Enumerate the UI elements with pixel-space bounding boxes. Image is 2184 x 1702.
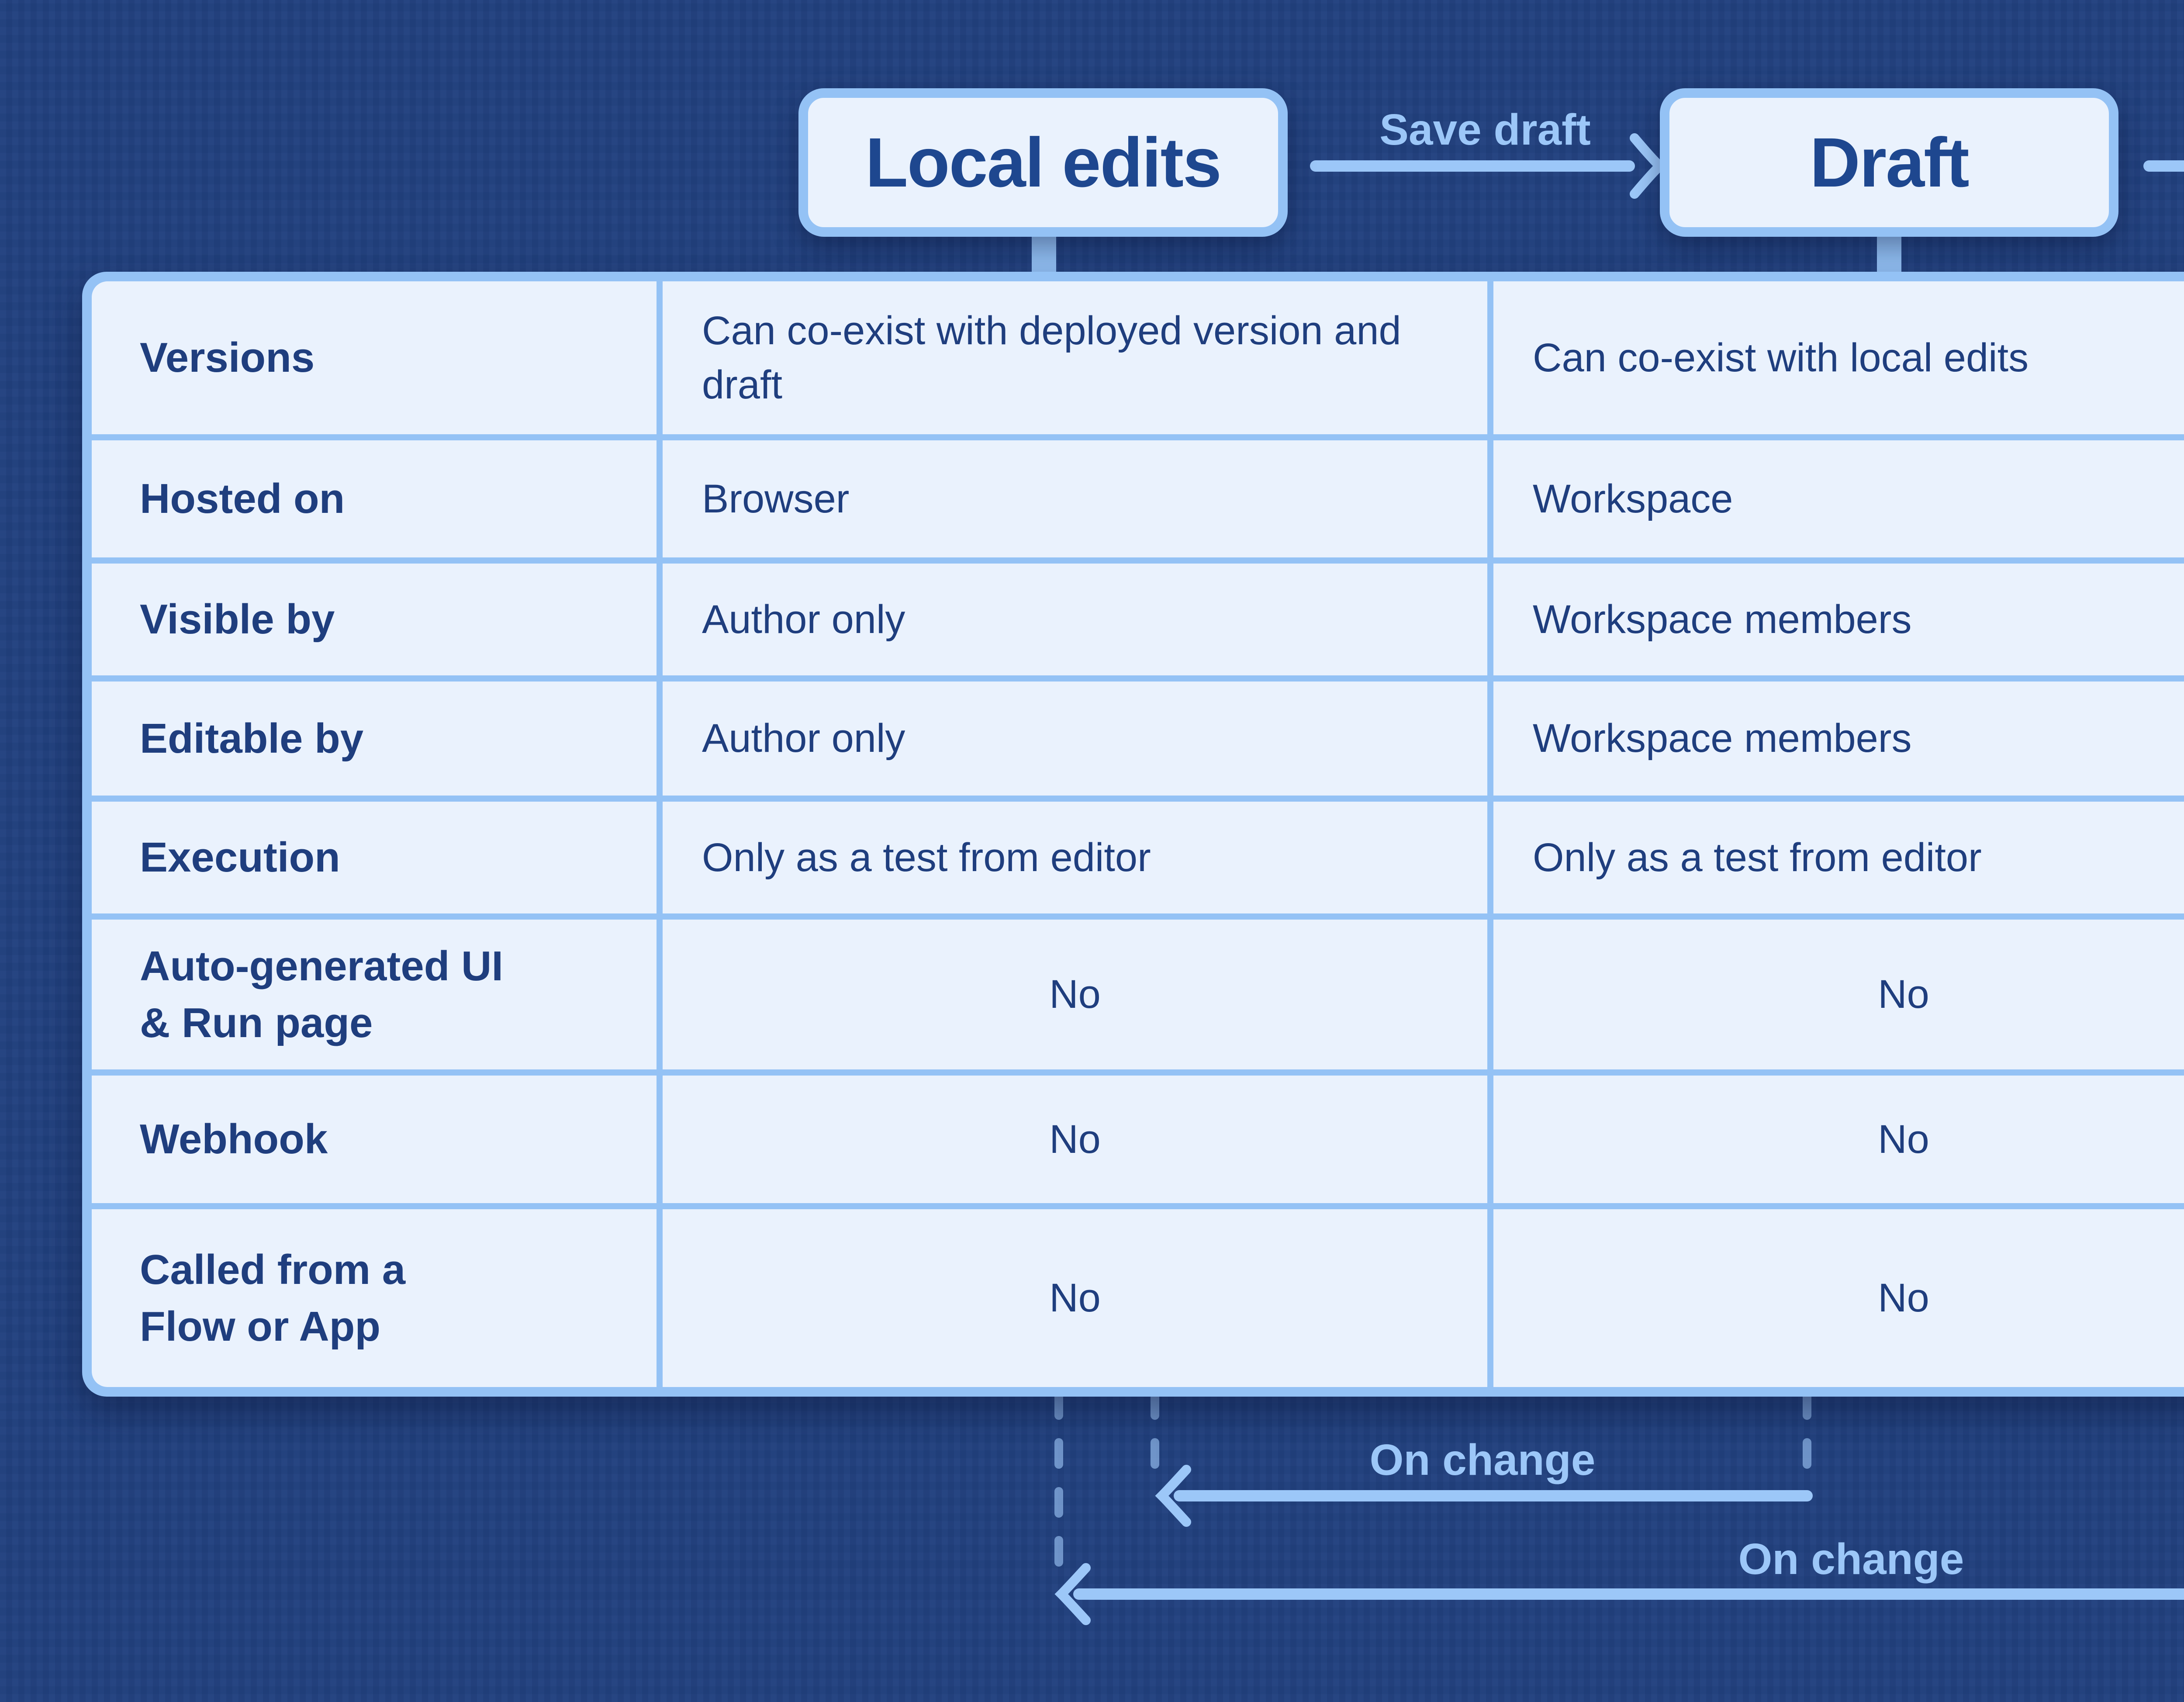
row-label: Auto-generated UI & Run page — [92, 920, 657, 1069]
on-change-label-draft: On change — [1369, 1436, 1596, 1484]
row-label: Execution — [92, 802, 657, 913]
row-label: Hosted on — [92, 440, 657, 557]
table-cell: Author only — [663, 564, 1487, 675]
table-cell: No — [1493, 1209, 2184, 1387]
table-cell: Only as a test from editor — [1493, 802, 2184, 913]
table-cell: No — [663, 1076, 1487, 1203]
stage-draft: Draft — [1660, 88, 2118, 237]
table-cell: Browser — [663, 440, 1487, 557]
row-label: Visible by — [92, 564, 657, 675]
table-cell: No — [663, 1209, 1487, 1387]
table-cell: Workspace — [1493, 440, 2184, 557]
table-cell: Workspace members — [1493, 681, 2184, 796]
deploy-arrow — [2143, 160, 2184, 172]
table-cell: No — [1493, 920, 2184, 1069]
dashed-drop-lines — [1054, 1389, 1811, 1590]
row-label: Called from a Flow or App — [92, 1209, 657, 1387]
table-cell: Author only — [663, 681, 1487, 796]
on-change-arrow-deployed — [1054, 1563, 2184, 1625]
table-cell: Workspace members — [1493, 564, 2184, 675]
table-cell: No — [663, 920, 1487, 1069]
row-label: Editable by — [92, 681, 657, 796]
stage-draft-label: Draft — [1810, 123, 1969, 201]
table-cell: No — [1493, 1076, 2184, 1203]
row-label: Versions — [92, 281, 657, 434]
save-draft-arrow-label: Save draft — [1379, 105, 1591, 154]
row-label: Webhook — [92, 1076, 657, 1203]
stage-local-edits: Local edits — [798, 88, 1288, 237]
table-cell: Only as a test from editor — [663, 802, 1487, 913]
table-cell: Can co-exist with deployed version and d… — [663, 281, 1487, 434]
table-cell: Can co-exist with local edits — [1493, 281, 2184, 434]
stage-local-edits-label: Local edits — [865, 123, 1222, 201]
on-change-label-deployed: On change — [1738, 1535, 1964, 1584]
comparison-table: Versions Can co-exist with deployed vers… — [82, 272, 2184, 1397]
